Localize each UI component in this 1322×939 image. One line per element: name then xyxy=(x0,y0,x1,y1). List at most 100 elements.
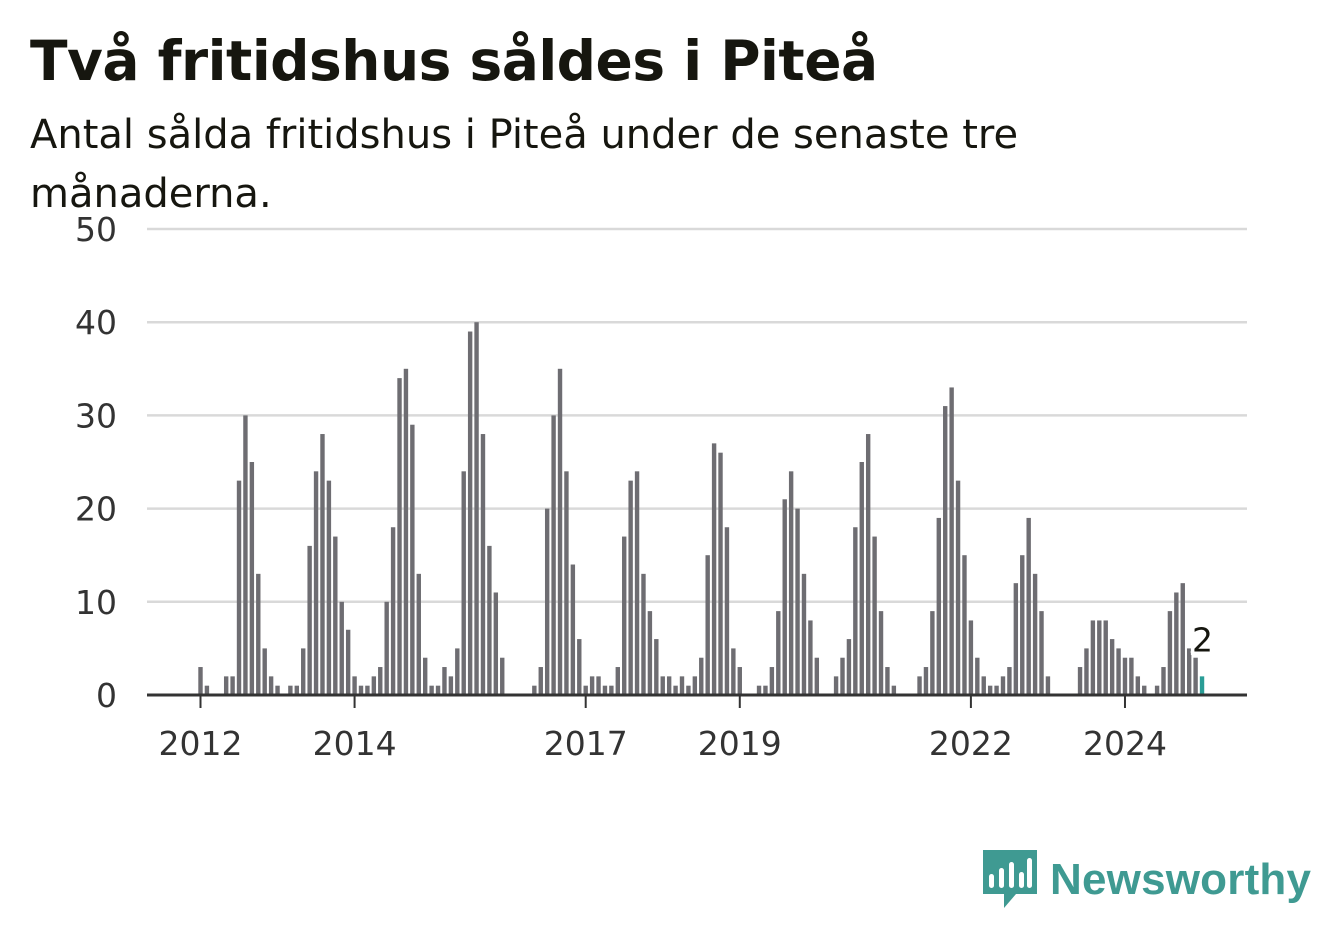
bar xyxy=(1103,620,1108,695)
bar xyxy=(262,648,267,695)
bar xyxy=(564,471,569,695)
newsworthy-logo-icon xyxy=(983,850,1037,908)
bar xyxy=(403,368,409,695)
bar xyxy=(994,685,999,695)
bar xyxy=(622,536,627,695)
bar xyxy=(1135,676,1141,695)
bar xyxy=(923,667,929,695)
bar xyxy=(204,685,210,695)
bar xyxy=(917,676,922,695)
bar xyxy=(1077,667,1083,695)
bar xyxy=(275,685,280,695)
latest-value-label: 2 xyxy=(1192,620,1213,659)
bar xyxy=(313,471,319,695)
bar xyxy=(846,639,852,695)
y-tick-label-50: 50 xyxy=(75,210,117,249)
bar xyxy=(981,676,986,695)
bar xyxy=(1000,676,1006,695)
y-tick-label-0: 0 xyxy=(96,676,117,715)
bar xyxy=(333,536,338,695)
bar xyxy=(371,676,377,695)
chart-subtitle: Antal sålda fritidshus i Piteå under de … xyxy=(30,112,1019,217)
bar xyxy=(814,657,820,695)
bar xyxy=(975,657,980,695)
bar xyxy=(1013,583,1019,695)
x-tick-label-2017: 2017 xyxy=(544,724,628,763)
bar xyxy=(500,657,505,695)
bar xyxy=(795,508,800,695)
bar xyxy=(442,667,447,695)
bar xyxy=(493,592,499,695)
bar xyxy=(384,601,389,695)
bar xyxy=(628,480,633,695)
bar xyxy=(339,601,344,695)
bar xyxy=(609,685,614,695)
bar xyxy=(711,443,717,695)
bar xyxy=(268,676,274,695)
bar xyxy=(429,685,434,695)
bar xyxy=(198,667,203,695)
y-tick-label-40: 40 xyxy=(75,303,117,342)
bar xyxy=(673,685,678,695)
bar xyxy=(1026,517,1031,695)
bar xyxy=(243,415,248,695)
bar xyxy=(223,676,229,695)
bar xyxy=(718,452,723,695)
bar xyxy=(1097,620,1102,695)
bar xyxy=(782,499,787,695)
bar xyxy=(320,434,325,695)
bar xyxy=(230,676,235,695)
bar xyxy=(423,657,428,695)
bar xyxy=(345,629,351,695)
y-axis-tick-labels: 0 10 20 30 40 50 xyxy=(75,210,117,715)
bar xyxy=(448,676,454,695)
bar xyxy=(551,415,556,695)
bar xyxy=(249,462,255,695)
bar xyxy=(1007,667,1012,695)
bar xyxy=(397,378,402,695)
bar xyxy=(1039,611,1044,695)
x-tick-label-2019: 2019 xyxy=(698,724,782,763)
bar xyxy=(660,676,665,695)
bar xyxy=(1122,657,1128,695)
bar xyxy=(596,676,601,695)
bar xyxy=(602,685,608,695)
bar xyxy=(949,387,954,695)
bar xyxy=(878,611,884,695)
newsworthy-logo: Newsworthy xyxy=(980,848,1311,912)
bar xyxy=(435,685,441,695)
bar xyxy=(538,667,543,695)
bar xyxy=(853,527,858,695)
bar xyxy=(378,667,383,695)
bar xyxy=(634,471,640,695)
bar xyxy=(544,508,550,695)
bar xyxy=(769,667,775,695)
bar xyxy=(1154,685,1160,695)
bar xyxy=(256,573,261,695)
y-tick-label-30: 30 xyxy=(75,396,117,435)
bar xyxy=(731,648,736,695)
bar xyxy=(705,555,710,695)
bar xyxy=(326,480,332,695)
bar xyxy=(968,620,974,695)
x-tick-label-2012: 2012 xyxy=(159,724,243,763)
bar xyxy=(833,676,839,695)
bar xyxy=(557,368,563,695)
bar xyxy=(885,667,890,695)
bar xyxy=(647,611,653,695)
bar xyxy=(480,434,486,695)
annotation: 2 xyxy=(1189,617,1217,663)
bar xyxy=(692,676,698,695)
bar xyxy=(891,685,897,695)
bar xyxy=(756,685,762,695)
bar xyxy=(763,685,768,695)
bar xyxy=(724,527,730,695)
bar xyxy=(641,573,646,695)
bar xyxy=(461,471,466,695)
gridlines xyxy=(147,227,1247,604)
bar xyxy=(930,611,935,695)
bar xyxy=(1167,611,1173,695)
bar xyxy=(1020,555,1025,695)
bar xyxy=(455,648,460,695)
